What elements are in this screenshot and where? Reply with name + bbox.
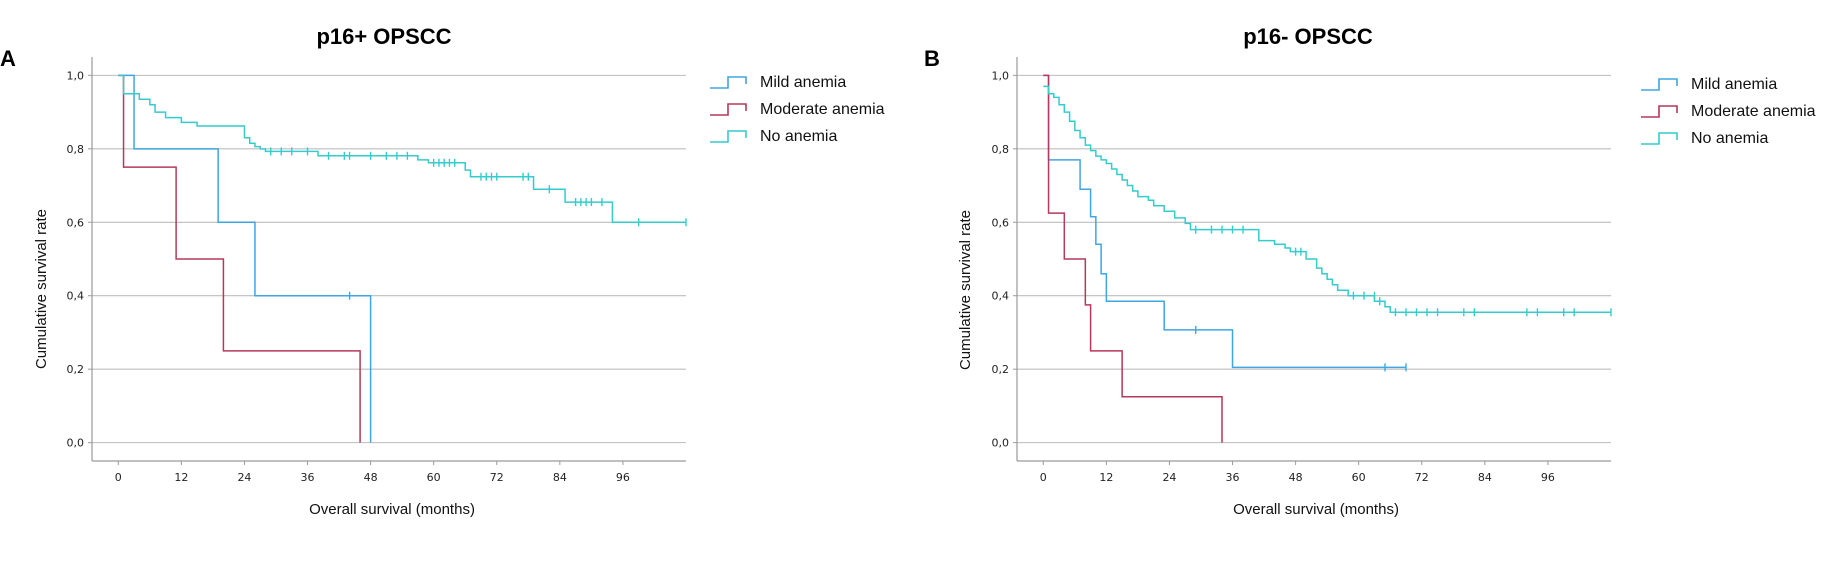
legend-item: Moderate anemia [710, 101, 885, 118]
axes [1013, 57, 1611, 465]
y-tick-label: 0,2 [992, 363, 1010, 376]
survival-curve [1043, 74, 1223, 443]
legend-label: Moderate anemia [1691, 103, 1816, 120]
y-axis-label: Cumulative survival rate [33, 209, 50, 369]
panel-label: A [0, 46, 16, 71]
survival-curve [1043, 74, 1406, 369]
x-tick-label: 60 [427, 471, 441, 484]
y-tick-label: 0,8 [67, 143, 85, 156]
legend-label: Mild anemia [1691, 76, 1777, 93]
legend-swatch [710, 76, 747, 89]
x-tick-label: 48 [1289, 471, 1303, 484]
y-tick-label: 0,0 [67, 437, 85, 450]
y-tick-label: 0,4 [992, 290, 1010, 303]
y-tick-label: 0,2 [67, 363, 85, 376]
y-tick-label: 0,4 [67, 290, 85, 303]
x-tick-label: 48 [364, 471, 378, 484]
x-tick-label: 84 [1478, 471, 1492, 484]
x-tick-label: 36 [301, 471, 315, 484]
legend-label: Moderate anemia [760, 101, 885, 118]
y-tick-label: 1,0 [67, 69, 85, 82]
survival-curve [118, 74, 361, 443]
series-mild [1043, 74, 1407, 372]
legend: Mild anemia Moderate anemia No anemia [1641, 76, 1816, 147]
x-tick-label: 12 [174, 471, 188, 484]
chart-title: p16+ OPSCC [316, 24, 451, 49]
chart-title: p16- OPSCC [1243, 24, 1373, 49]
y-tick-label: 0,6 [992, 216, 1010, 229]
series-moderate [1043, 74, 1223, 443]
x-tick-label: 12 [1099, 471, 1113, 484]
x-tick-label: 0 [1040, 471, 1047, 484]
y-tick-label: 0,6 [67, 216, 85, 229]
x-tick-label: 60 [1352, 471, 1366, 484]
tick-labels: 0,0 0,2 0,4 0,6 0,8 1,0 0 12 24 36 48 60 72 84 96 [992, 69, 1555, 484]
tick-labels: 0,0 0,2 0,4 0,6 0,8 1,0 0 12 24 36 48 60 72 84 96 [67, 69, 630, 484]
y-tick-label: 1,0 [992, 69, 1010, 82]
survival-curves [118, 74, 687, 443]
legend-swatch [710, 130, 747, 143]
x-axis-label: Overall survival (months) [1233, 501, 1399, 518]
x-tick-label: 96 [1541, 471, 1555, 484]
panel-b: B p16- OPSCC Overall survival (months) C… [924, 24, 1816, 518]
y-tick-label: 0,8 [992, 143, 1010, 156]
legend-item: Mild anemia [1641, 76, 1777, 93]
y-axis-label: Cumulative survival rate [957, 210, 974, 370]
legend-swatch [1641, 105, 1678, 118]
series-mild [118, 74, 372, 443]
panel-a: A p16+ OPSCC Overall survival (months) C… [0, 24, 885, 518]
x-tick-label: 84 [553, 471, 567, 484]
y-tick-label: 0,0 [992, 437, 1010, 450]
survival-curve [1043, 85, 1611, 314]
legend-label: Mild anemia [760, 74, 846, 91]
x-tick-label: 72 [1415, 471, 1429, 484]
survival-curve [118, 74, 372, 443]
series-moderate [118, 74, 361, 443]
axes [88, 57, 686, 465]
legend-swatch [1641, 132, 1678, 145]
gridlines [1017, 74, 1611, 444]
legend-label: No anemia [1691, 130, 1768, 147]
legend-label: No anemia [760, 128, 837, 145]
survival-curves [1043, 74, 1612, 443]
legend-item: Mild anemia [710, 74, 846, 91]
x-tick-label: 36 [1226, 471, 1240, 484]
panel-label: B [924, 46, 940, 71]
series-none [1043, 85, 1612, 317]
legend-swatch [1641, 78, 1678, 91]
x-tick-label: 72 [490, 471, 504, 484]
legend: Mild anemia Moderate anemia No anemia [710, 74, 885, 145]
x-tick-label: 96 [616, 471, 630, 484]
legend-swatch [710, 103, 747, 116]
x-tick-label: 24 [1162, 471, 1176, 484]
x-tick-label: 24 [237, 471, 251, 484]
legend-item: No anemia [710, 128, 837, 145]
x-tick-label: 0 [115, 471, 122, 484]
series-none [118, 74, 687, 227]
legend-item: No anemia [1641, 130, 1768, 147]
x-axis-label: Overall survival (months) [309, 501, 475, 518]
legend-item: Moderate anemia [1641, 103, 1816, 120]
